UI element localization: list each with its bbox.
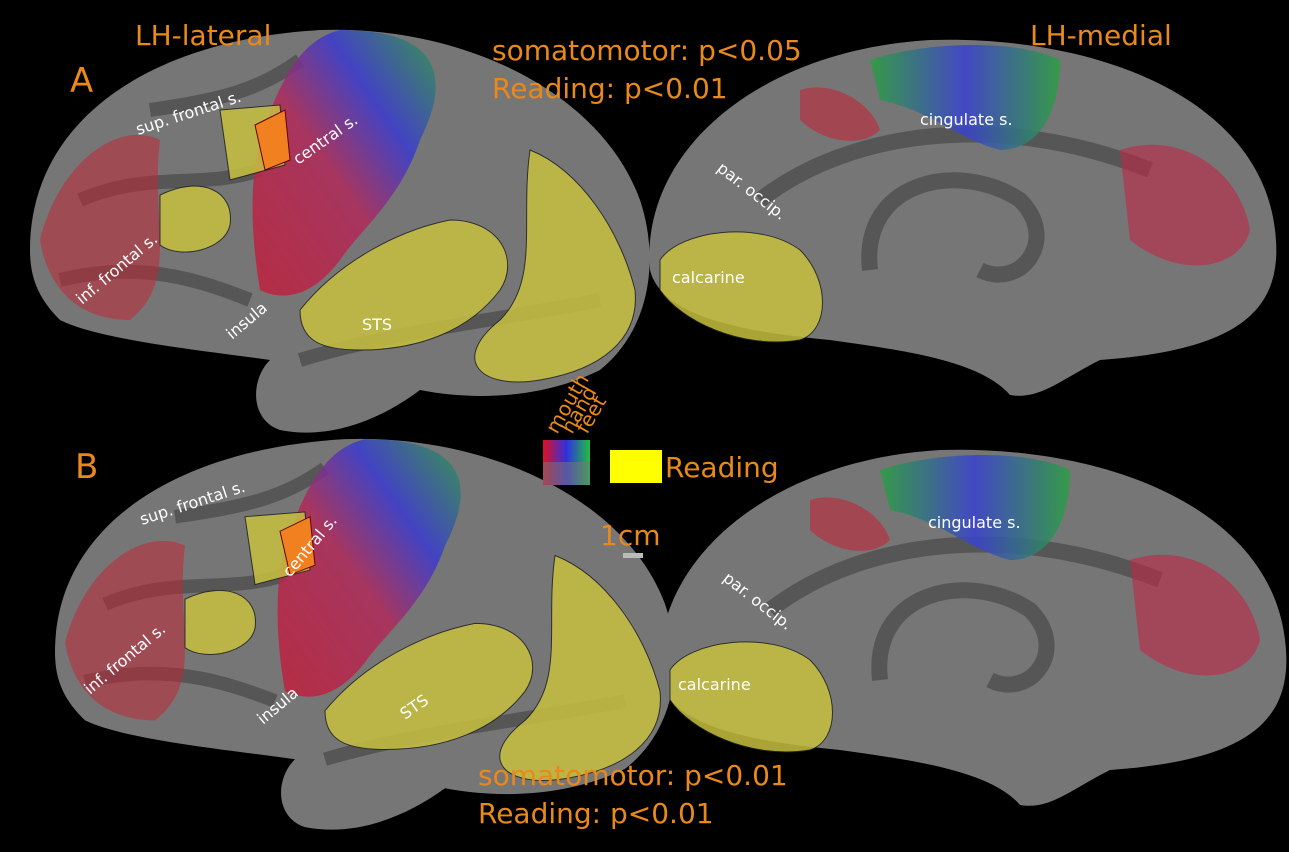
somatomotor-colorkey-fade bbox=[543, 462, 590, 485]
threshold: somatomotor: p<0.05 bbox=[492, 34, 802, 67]
threshold: somatomotor: p<0.01 bbox=[478, 759, 788, 792]
scale-label: 1cm bbox=[600, 519, 660, 552]
region-label: calcarine bbox=[672, 268, 745, 287]
view-title: LH-lateral bbox=[135, 19, 271, 52]
region-label: STS bbox=[362, 315, 392, 334]
reading-swatch bbox=[610, 450, 662, 483]
panel-label: B bbox=[75, 447, 98, 487]
view-title: LH-medial bbox=[1030, 19, 1172, 52]
region-label: cingulate s. bbox=[920, 110, 1013, 129]
threshold: Reading: p<0.01 bbox=[478, 797, 714, 830]
medial-brain-a bbox=[649, 40, 1276, 396]
medial-brain-b bbox=[659, 450, 1286, 806]
panel-label: A bbox=[70, 61, 93, 101]
region-label: calcarine bbox=[678, 675, 751, 694]
region-label: cingulate s. bbox=[928, 513, 1021, 532]
threshold: Reading: p<0.01 bbox=[492, 72, 728, 105]
scale-bar bbox=[623, 553, 643, 558]
legend-label: Reading bbox=[665, 451, 779, 484]
